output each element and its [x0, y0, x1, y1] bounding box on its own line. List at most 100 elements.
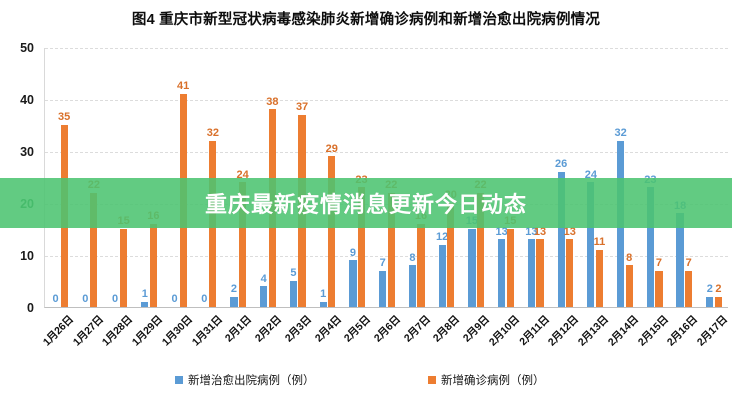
x-axis-tick-label: 2月5日: [342, 313, 374, 345]
bar-value-label: 0: [52, 293, 59, 306]
bar-value-label: 24: [236, 168, 249, 181]
bar-recovered[interactable]: 8: [408, 252, 417, 307]
bar-group: 12 20: [432, 48, 462, 307]
y-axis-tick-label: 30: [20, 145, 34, 159]
bar-confirmed[interactable]: 8: [625, 252, 633, 307]
bar-recovered[interactable]: 5: [289, 268, 298, 307]
bar-value-label: 9: [349, 246, 357, 259]
chart-title-text: 图4 重庆市新型冠状病毒感染肺炎新增确诊病例和新增治愈出院病例情况: [131, 12, 601, 28]
gridline: [45, 100, 728, 101]
bar-confirmed[interactable]: 15: [504, 216, 516, 307]
bar-value-label: 22: [385, 179, 398, 192]
bar-recovered[interactable]: 1: [319, 289, 327, 307]
bar-group: 23 7: [640, 48, 670, 307]
bar-value-label: 16: [414, 210, 428, 223]
bar-confirmed[interactable]: 22: [88, 179, 100, 307]
gridline: [45, 48, 728, 49]
bar-group: 1 16: [134, 48, 164, 307]
gridline: [45, 152, 728, 153]
bar-confirmed[interactable]: 22: [474, 179, 487, 307]
bar-group: 18 7: [670, 48, 700, 307]
bar-confirmed[interactable]: 2: [714, 283, 722, 307]
bar-confirmed[interactable]: 13: [564, 226, 576, 307]
x-axis-tick-label: 1月27日: [70, 313, 106, 349]
bar-confirmed[interactable]: 38: [266, 96, 278, 307]
bar-recovered[interactable]: 23: [644, 174, 656, 307]
x-axis-tick-label: 2月11日: [516, 313, 552, 349]
x-axis-tick-label: 2月13日: [576, 313, 612, 349]
x-axis-tick-label: 2月2日: [252, 313, 284, 345]
legend-item-recovered[interactable]: 新增治愈出院病例（例）: [175, 372, 315, 388]
x-axis-tick-label: 2月15日: [635, 313, 671, 349]
bar-recovered[interactable]: 32: [614, 127, 627, 307]
bar-confirmed[interactable]: 7: [655, 257, 663, 307]
bar-confirmed[interactable]: 35: [58, 112, 70, 307]
x-axis-tick-label: 2月7日: [401, 313, 433, 345]
bar-recovered[interactable]: 4: [260, 273, 268, 307]
bar-value-label: 26: [555, 158, 568, 171]
bar-recovered[interactable]: 15: [466, 216, 478, 307]
bar-confirmed[interactable]: 37: [296, 101, 308, 307]
x-axis-tick-label: 2月4日: [312, 313, 344, 345]
legend-item-confirmed[interactable]: 新增确诊病例（例）: [428, 372, 545, 388]
bar-value-label: 29: [325, 142, 338, 155]
bar-confirmed[interactable]: 24: [236, 169, 249, 307]
bar-confirmed[interactable]: 29: [326, 143, 338, 307]
x-axis-tick-label: 1月28日: [100, 313, 136, 349]
bar-value-label: 32: [614, 127, 627, 140]
bar-recovered[interactable]: 2: [706, 283, 714, 307]
bar-group: 5 37: [283, 48, 313, 307]
bar-confirmed[interactable]: 41: [177, 81, 189, 307]
bar-confirmed[interactable]: 13: [534, 226, 546, 307]
bar-value-label: 0: [201, 293, 208, 306]
x-axis-tick-label: 1月29日: [129, 313, 165, 349]
y-axis-tick-label: 0: [27, 301, 34, 315]
bar-value-label: 38: [266, 95, 279, 108]
bar-confirmed[interactable]: 16: [415, 211, 427, 307]
bar-value-label: 16: [147, 210, 160, 223]
bar-confirmed[interactable]: 16: [147, 211, 159, 307]
bar-value-label: 1: [320, 288, 327, 301]
bar-recovered[interactable]: 9: [349, 247, 357, 307]
legend-label-recovered: 新增治愈出院病例（例）: [188, 375, 315, 387]
bar-value-label: 0: [82, 293, 89, 306]
bar-confirmed[interactable]: 7: [685, 257, 693, 307]
bar-recovered[interactable]: 7: [379, 257, 387, 307]
plot-area: 0 10 20 30 40 50 0 35 0 22 0 15 1 16 0 41 0 32 2 24 4 38 5 37 1…: [20, 41, 729, 315]
bar-value-label: 5: [290, 267, 297, 280]
bar-confirmed[interactable]: 20: [445, 190, 457, 307]
bar-confirmed[interactable]: 32: [207, 127, 219, 307]
bar-value-label: 8: [409, 251, 416, 264]
bar-recovered[interactable]: 13: [496, 226, 508, 307]
bar-recovered[interactable]: 2: [230, 283, 238, 307]
bar-value-label: 0: [111, 293, 119, 306]
bar-value-label: 13: [563, 225, 576, 238]
x-axis-tick-label: 1月31日: [189, 313, 225, 349]
bar-group: 32 8: [610, 48, 640, 307]
bar-value-label: 7: [685, 257, 692, 270]
x-axis-tick-label: 2月3日: [282, 313, 314, 345]
bar-value-label: 24: [584, 168, 597, 181]
bar-recovered[interactable]: 18: [674, 200, 686, 307]
bar-recovered[interactable]: 24: [585, 169, 597, 307]
chart-legend: 新增治愈出院病例（例） 新增确诊病例（例）: [0, 372, 732, 394]
bar-value-label: 13: [525, 225, 538, 238]
bar-confirmed[interactable]: 15: [118, 216, 130, 307]
bar-group: 0 22: [75, 48, 105, 307]
bar-value-label: 22: [474, 179, 487, 192]
bar-value-label: 8: [626, 251, 633, 264]
bar-recovered[interactable]: 13: [525, 226, 538, 307]
bar-group: 0 35: [45, 48, 75, 307]
bar-value-label: 37: [295, 101, 309, 114]
bar-confirmed[interactable]: 22: [385, 179, 397, 307]
bar-confirmed[interactable]: 11: [594, 237, 605, 307]
y-axis-tick-label: 10: [20, 249, 34, 263]
bar-recovered[interactable]: 26: [555, 159, 567, 307]
bar-group: 0 32: [194, 48, 224, 307]
bar-group: 26 13: [551, 48, 581, 307]
bar-recovered[interactable]: 12: [436, 231, 448, 307]
bar-value-label: 20: [444, 189, 457, 202]
bar-recovered[interactable]: 1: [141, 289, 149, 307]
bar-confirmed[interactable]: 23: [355, 174, 368, 307]
